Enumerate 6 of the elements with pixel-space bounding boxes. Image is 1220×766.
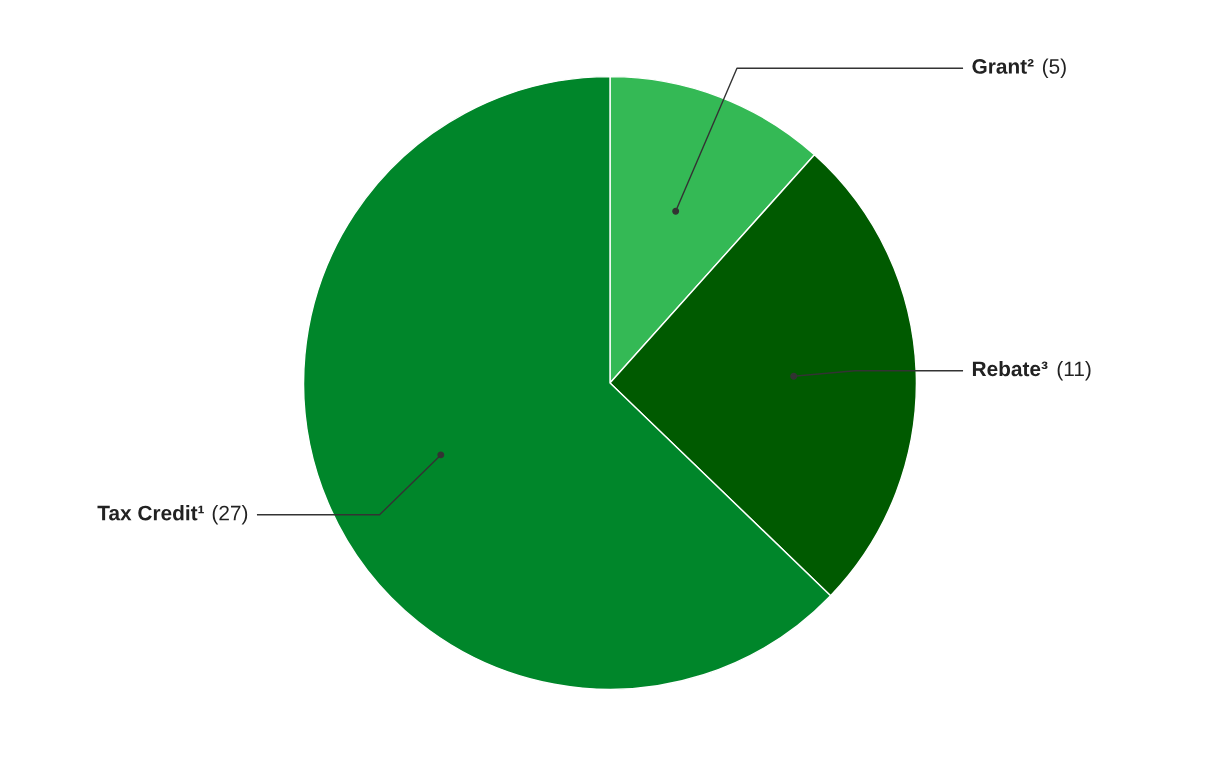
slice-label: Tax Credit¹ [97, 505, 204, 521]
data-label: (27) [212, 505, 248, 525]
slice-label: Grant² [972, 59, 1034, 74]
slice-label: Rebate³ [972, 360, 1048, 377]
data-label: (11) [1057, 360, 1091, 381]
data-label: (5) [1042, 58, 1066, 78]
